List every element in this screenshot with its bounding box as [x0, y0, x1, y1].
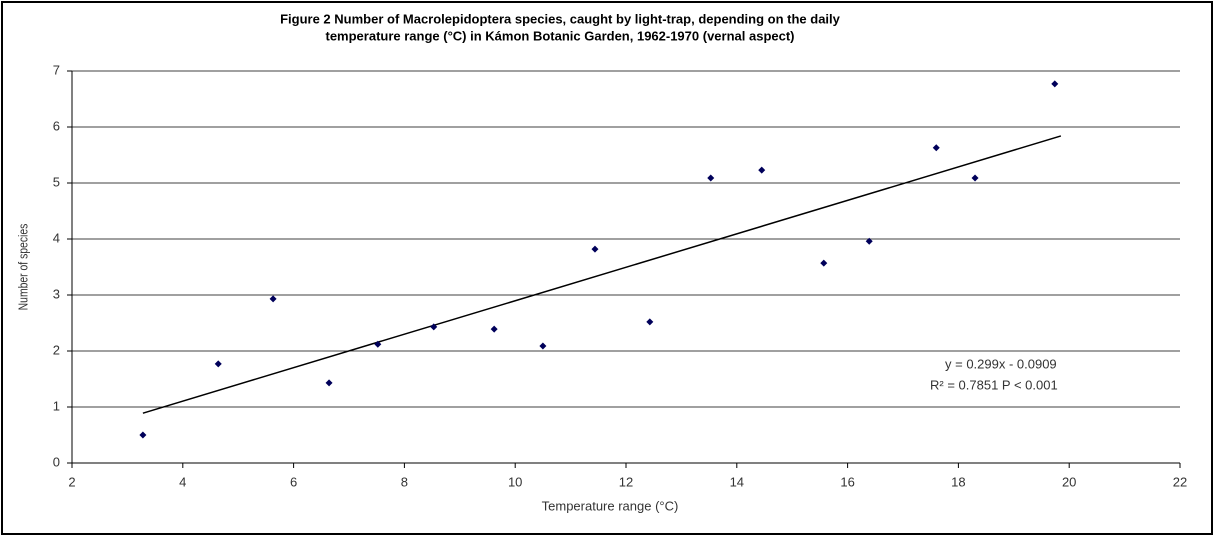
annotation: y = 0.299x - 0.0909	[945, 356, 1057, 371]
annotation: R² = 0.7851 P < 0.001	[930, 377, 1058, 392]
point	[646, 318, 654, 326]
x-tick-label: 4	[179, 474, 186, 489]
point	[820, 259, 828, 267]
point	[430, 323, 438, 331]
point	[971, 174, 979, 182]
point	[591, 245, 599, 253]
point	[490, 325, 498, 333]
chart-title: Figure 2 Number of Macrolepidoptera spec…	[280, 11, 841, 26]
point	[865, 237, 873, 245]
chart-title: temperature range (°C) in Kámon Botanic …	[325, 28, 794, 43]
x-tick-label: 10	[508, 474, 522, 489]
point	[139, 431, 147, 439]
y-tick-label: 4	[53, 230, 60, 245]
x-tick-label: 20	[1062, 474, 1076, 489]
point	[269, 295, 277, 303]
x-tick-label: 22	[1173, 474, 1187, 489]
point	[758, 166, 766, 174]
x-tick-label: 12	[619, 474, 633, 489]
point	[1051, 80, 1059, 88]
y-tick-label: 2	[53, 342, 60, 357]
point	[707, 174, 715, 182]
y-tick-label: 5	[53, 174, 60, 189]
y-tick-label: 7	[53, 62, 60, 77]
y-tick-label: 3	[53, 286, 60, 301]
point	[539, 342, 547, 350]
y-tick-label: 6	[53, 118, 60, 133]
x-tick-label: 14	[730, 474, 744, 489]
point	[932, 144, 940, 152]
trendline	[142, 135, 1062, 414]
x-tick-label: 8	[401, 474, 408, 489]
x-tick-label: 2	[68, 474, 75, 489]
x-tick-label: 6	[290, 474, 297, 489]
point	[374, 340, 382, 348]
x-tick-label: 18	[951, 474, 965, 489]
y-axis-label: Number of species	[16, 224, 30, 311]
y-tick-label: 1	[53, 398, 60, 413]
x-axis-label: Temperature range (°C)	[542, 498, 679, 513]
point	[325, 379, 333, 387]
x-tick-label: 16	[840, 474, 854, 489]
point	[214, 360, 222, 368]
y-tick-label: 0	[53, 454, 60, 469]
